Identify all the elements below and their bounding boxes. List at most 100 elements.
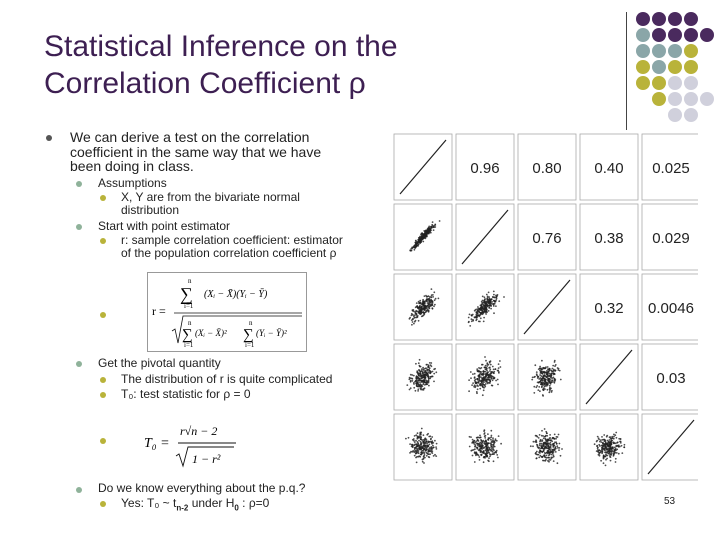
scatter-point (493, 377, 495, 380)
pivotal-item-1: The distribution of r is quite complicat… (121, 372, 333, 386)
bullet-dot (76, 361, 82, 367)
diagonal-line (585, 349, 633, 405)
scatter-point (476, 368, 479, 370)
decor-dot (700, 92, 714, 106)
scatter-point (481, 299, 484, 302)
scatter-point (490, 436, 493, 439)
scatter-point (427, 305, 429, 308)
scatter-point (503, 296, 505, 298)
scatter-point (430, 451, 433, 453)
scatter-point (544, 452, 547, 455)
scatter-point (481, 363, 483, 366)
scatter-point (418, 369, 420, 372)
scatter-point (416, 371, 419, 374)
scatter-point (548, 446, 551, 449)
scatter-point (428, 225, 431, 228)
scatter-point (602, 445, 605, 448)
scatter-point (427, 366, 429, 368)
scatter-point (420, 374, 423, 377)
scatter-point (476, 378, 479, 381)
correlation-label: 0.80 (532, 160, 561, 177)
scatter-point (599, 440, 601, 443)
scatter-point (432, 229, 435, 231)
scatter-point (419, 365, 422, 368)
formula-bottom-limit: i=1 (184, 302, 194, 310)
scatter-point (492, 443, 495, 446)
scatter-point (537, 381, 540, 384)
scatter-point (473, 451, 476, 454)
scatter-point (470, 320, 473, 323)
scatter-point (545, 385, 548, 387)
scatter-point (487, 433, 489, 435)
decor-dot (652, 44, 666, 58)
scatter-point (425, 438, 428, 441)
scatter-point (417, 362, 420, 365)
scatter-point (546, 388, 549, 391)
scatter-point (544, 434, 547, 437)
scatter-point (485, 448, 488, 450)
scatter-point (428, 299, 430, 301)
scatter-point (552, 369, 555, 372)
matrix-cell-frame (641, 343, 698, 411)
scatter-point (557, 433, 560, 436)
scatter-point (487, 449, 489, 452)
scatter-point (416, 432, 419, 435)
scatter-point (486, 442, 489, 445)
scatter-point (551, 381, 554, 383)
scatter-point (604, 447, 607, 450)
scatter-point (494, 368, 497, 370)
scatter-point (415, 310, 417, 313)
scatter-point (603, 438, 605, 441)
scatter-point (551, 440, 553, 443)
formula-bottom-limit: i=1 (245, 341, 255, 349)
answer-mid: under H (188, 496, 235, 510)
scatter-point (487, 363, 490, 366)
scatter-point (546, 434, 549, 437)
scatter-point (492, 372, 495, 374)
scatter-point (479, 434, 481, 437)
scatter-point (419, 238, 422, 240)
scatter-point (486, 452, 488, 455)
scatter-point (477, 381, 480, 384)
scatter-point (467, 316, 470, 319)
scatter-point (415, 456, 417, 459)
formula-bottom-limit: i=1 (184, 341, 194, 349)
scatter-point (418, 309, 420, 311)
scatter-point (549, 388, 551, 391)
scatter-point (539, 450, 542, 453)
scatter-point (425, 363, 428, 366)
scatter-point (431, 223, 434, 226)
scatter-point (480, 304, 483, 307)
intro-line-1: We can derive a test on the correlation (70, 129, 310, 145)
scatter-point (429, 448, 432, 450)
scatter-point (549, 437, 552, 439)
scatter-point (603, 449, 606, 451)
scatter-point (428, 303, 430, 305)
scatter-point (540, 378, 543, 381)
scatter-point (477, 436, 480, 439)
scatter-point (540, 434, 543, 437)
scatter-point (499, 366, 502, 368)
title-line-1: Statistical Inference on the (44, 30, 398, 63)
formula-den-x: (Xᵢ − X̄)² (195, 328, 227, 338)
scatter-point (418, 302, 420, 305)
scatter-point (483, 441, 486, 443)
scatter-point (606, 439, 609, 442)
scatter-point (433, 372, 436, 375)
scatter-point (415, 362, 417, 365)
decor-dot (684, 44, 698, 58)
scatter-point (496, 454, 499, 456)
scatter-point (544, 382, 547, 385)
scatter-point (485, 359, 487, 362)
formula-top-limit: n (188, 319, 192, 327)
scatter-point (597, 437, 600, 440)
scatter-point (607, 450, 610, 452)
bullet-dot (100, 238, 106, 244)
scatter-point (490, 441, 493, 444)
scatter-point (607, 452, 610, 455)
scatter-point (495, 294, 497, 297)
scatter-point (536, 443, 538, 446)
scatter-point (492, 368, 495, 371)
scatter-point (495, 450, 497, 453)
scatter-point (470, 377, 472, 380)
